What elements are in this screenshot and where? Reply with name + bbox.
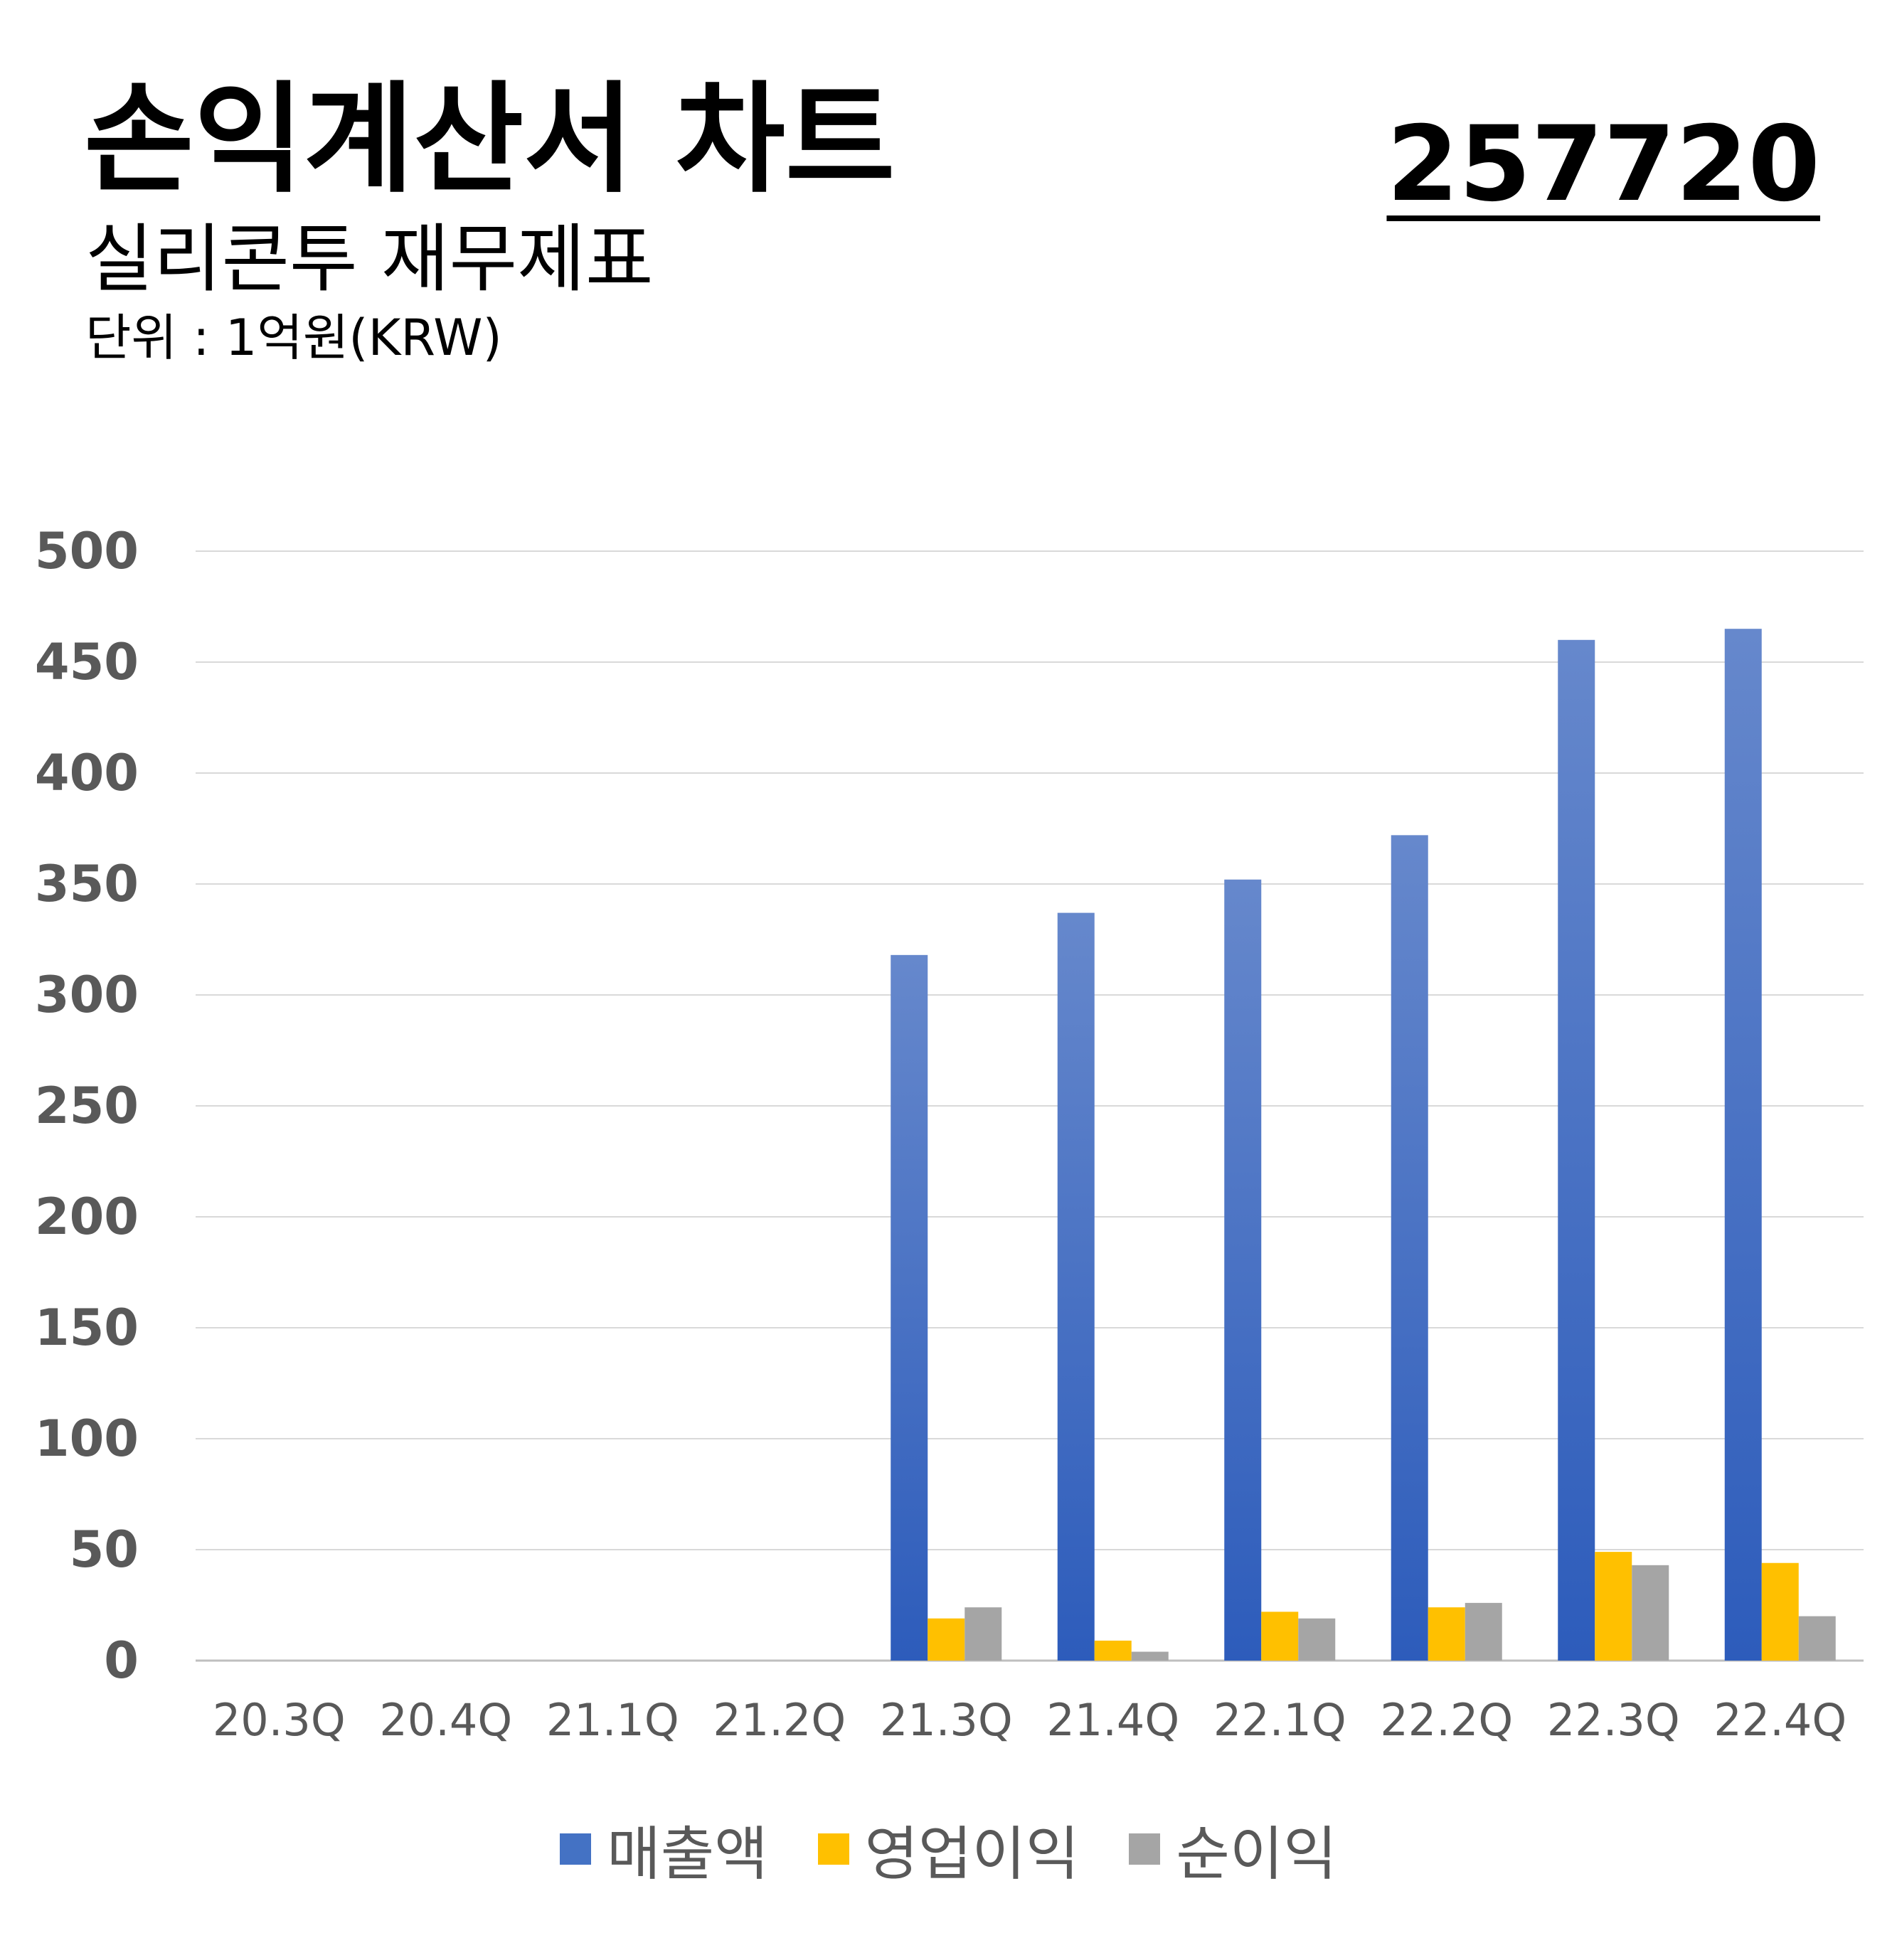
bar-net-profit bbox=[1632, 1565, 1669, 1661]
bar-operating-profit bbox=[1094, 1640, 1132, 1661]
x-tick-label: 21.3Q bbox=[880, 1694, 1013, 1746]
bar-revenue bbox=[1724, 629, 1762, 1661]
bar-revenue bbox=[1391, 835, 1428, 1661]
y-tick-label: 300 bbox=[35, 966, 139, 1024]
legend-item-net-profit: 순이익 bbox=[1129, 1806, 1337, 1891]
legend-swatch-operating-profit bbox=[817, 1833, 849, 1865]
legend-label-revenue: 매출액 bbox=[607, 1821, 768, 1888]
y-tick-label: 150 bbox=[35, 1299, 139, 1357]
bar-operating-profit bbox=[928, 1618, 965, 1661]
y-tick-label: 100 bbox=[35, 1410, 139, 1468]
bar-net-profit bbox=[1298, 1618, 1336, 1661]
y-tick-label: 400 bbox=[35, 744, 139, 802]
bar-revenue bbox=[1224, 879, 1262, 1661]
stock-code: 257720 bbox=[1386, 104, 1820, 225]
bar-operating-profit bbox=[1428, 1607, 1465, 1661]
gridlines bbox=[196, 550, 1864, 1662]
x-tick-label: 21.4Q bbox=[1046, 1694, 1179, 1746]
bar-operating-profit bbox=[1261, 1612, 1299, 1661]
legend-label-operating-profit: 영업이익 bbox=[864, 1821, 1080, 1888]
legend-swatch-net-profit bbox=[1129, 1833, 1161, 1865]
x-tick-label: 20.3Q bbox=[213, 1694, 346, 1746]
x-tick-label: 21.2Q bbox=[713, 1694, 846, 1746]
y-tick-label: 200 bbox=[35, 1188, 139, 1246]
legend-swatch-revenue bbox=[560, 1833, 592, 1865]
x-axis-ticks: 20.3Q 20.4Q 21.1Q 21.2Q 21.3Q 21.4Q 22.1Q 22.2Q… bbox=[213, 1694, 1846, 1746]
legend-item-operating-profit: 영업이익 bbox=[817, 1806, 1080, 1891]
chart-title: 손익계산서 차트 bbox=[84, 70, 896, 209]
bars bbox=[891, 629, 1836, 1661]
x-tick-label: 22.2Q bbox=[1380, 1694, 1513, 1746]
bar-net-profit bbox=[1131, 1651, 1169, 1661]
legend-label-net-profit: 순이익 bbox=[1176, 1821, 1337, 1888]
x-tick-label: 21.1Q bbox=[546, 1694, 679, 1746]
y-axis-ticks: 0 50 100 150 200 250 300 350 400 450 500 bbox=[35, 522, 139, 1690]
y-tick-label: 50 bbox=[70, 1520, 139, 1579]
bar-operating-profit bbox=[1595, 1552, 1632, 1661]
x-tick-label: 22.3Q bbox=[1547, 1694, 1680, 1746]
bar-revenue bbox=[1558, 639, 1595, 1661]
legend: 매출액 영업이익 순이익 bbox=[0, 1806, 1897, 1891]
x-tick-label: 20.4Q bbox=[379, 1694, 512, 1746]
y-tick-label: 0 bbox=[104, 1631, 139, 1690]
y-tick-label: 500 bbox=[35, 522, 139, 580]
unit-label: 단위 : 1억원(KRW) bbox=[85, 309, 502, 367]
bar-revenue bbox=[891, 954, 928, 1661]
chart-subtitle: 실리콘투 재무제표 bbox=[85, 215, 654, 302]
bar-net-profit bbox=[1465, 1602, 1502, 1661]
bar-net-profit bbox=[965, 1607, 1002, 1661]
y-tick-label: 350 bbox=[35, 855, 139, 913]
bar-revenue bbox=[1057, 912, 1095, 1661]
legend-item-revenue: 매출액 bbox=[560, 1806, 768, 1891]
bar-operating-profit bbox=[1761, 1562, 1799, 1661]
x-tick-label: 22.1Q bbox=[1213, 1694, 1346, 1746]
bar-net-profit bbox=[1798, 1616, 1836, 1661]
y-tick-label: 250 bbox=[35, 1077, 139, 1135]
x-tick-label: 22.4Q bbox=[1713, 1694, 1846, 1746]
y-tick-label: 450 bbox=[35, 633, 139, 691]
